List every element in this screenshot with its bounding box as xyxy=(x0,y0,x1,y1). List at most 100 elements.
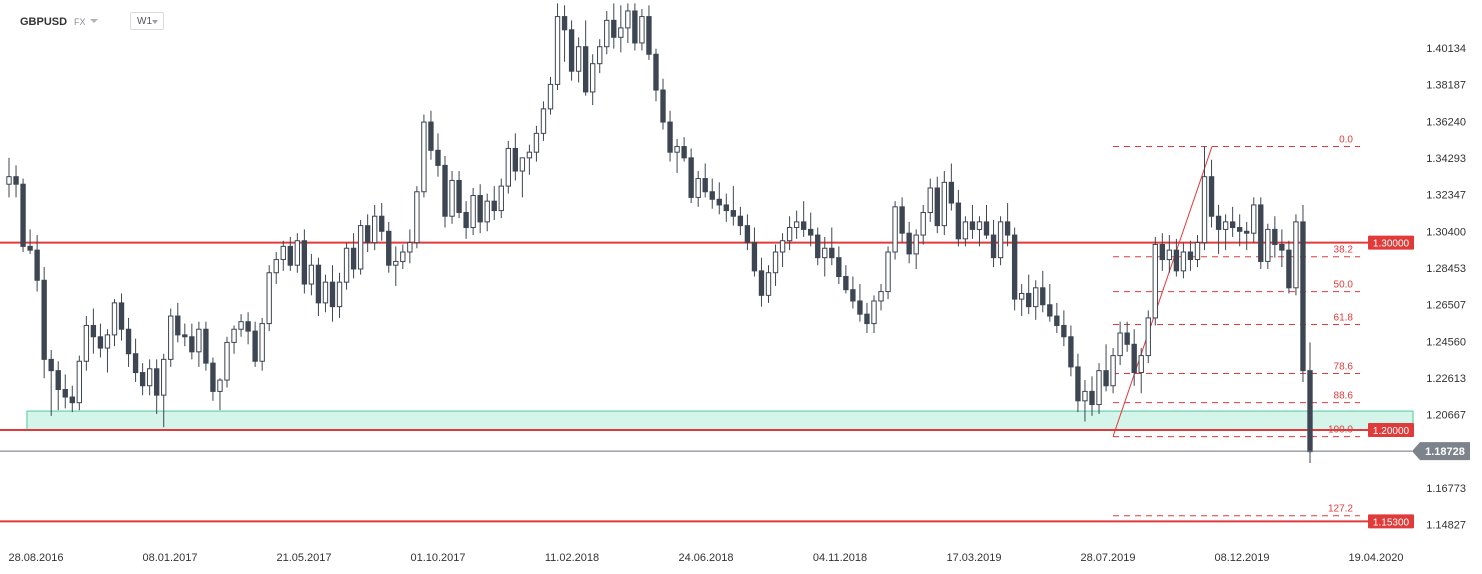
candle xyxy=(955,189,962,247)
price-level-tag-bg xyxy=(1368,422,1414,437)
candle-down xyxy=(1258,204,1264,262)
candle-up xyxy=(414,191,420,244)
candle-down xyxy=(55,370,61,391)
candle-down xyxy=(899,206,905,234)
fib-level-label: 50.0 xyxy=(1334,280,1354,291)
candle-down xyxy=(442,164,448,217)
candle xyxy=(224,336,230,388)
candle xyxy=(203,321,209,371)
candle xyxy=(800,201,807,237)
candle xyxy=(1180,242,1187,279)
candle xyxy=(280,240,286,271)
candle-up xyxy=(913,234,919,255)
candle xyxy=(1279,229,1285,268)
candle-down xyxy=(730,210,737,217)
timeframe-value: W1 xyxy=(137,16,152,27)
candle-up xyxy=(920,211,926,236)
candle xyxy=(55,361,61,411)
candle xyxy=(1061,310,1067,347)
timeframe-select[interactable]: W1 xyxy=(130,12,164,30)
candle xyxy=(512,133,519,181)
candle-up xyxy=(1018,292,1025,300)
candle xyxy=(484,193,490,232)
candle xyxy=(1096,363,1102,414)
candle-down xyxy=(315,264,322,304)
candle xyxy=(154,359,160,414)
candle xyxy=(1166,235,1173,273)
candle xyxy=(688,148,694,204)
candle-down xyxy=(27,245,33,251)
candle xyxy=(1082,380,1088,422)
candle xyxy=(477,184,483,234)
candle xyxy=(308,253,315,296)
candle xyxy=(737,206,744,236)
candle xyxy=(568,20,575,81)
candle-up xyxy=(168,315,174,360)
candle-down xyxy=(955,202,962,240)
candle-up xyxy=(76,360,83,404)
candle-up xyxy=(484,200,490,223)
candle-up xyxy=(1117,332,1123,357)
candle xyxy=(709,178,715,209)
candle xyxy=(892,201,898,260)
candle-down xyxy=(125,328,132,355)
candle-down xyxy=(252,330,258,362)
candle-down xyxy=(301,240,308,285)
candle xyxy=(681,137,687,162)
candle-down xyxy=(1236,227,1243,232)
candle-up xyxy=(765,272,772,296)
candle xyxy=(1124,321,1130,352)
candle xyxy=(779,233,786,268)
candle xyxy=(927,178,933,222)
candle-down xyxy=(709,191,715,200)
candle xyxy=(744,214,751,251)
candle xyxy=(765,265,772,303)
y-tick-label: 1.40134 xyxy=(1426,43,1466,55)
candle-down xyxy=(1124,332,1130,345)
candle xyxy=(793,210,800,239)
candle-up xyxy=(547,83,554,110)
candle xyxy=(182,323,188,347)
candle xyxy=(913,229,919,269)
fib-level-label: 61.8 xyxy=(1334,313,1354,324)
candle-up xyxy=(104,334,111,349)
candle xyxy=(435,133,441,177)
candle xyxy=(906,221,912,264)
candle xyxy=(372,204,378,251)
candle-down xyxy=(463,211,469,229)
candle-up xyxy=(786,227,793,242)
candle xyxy=(582,20,589,96)
candle xyxy=(379,203,385,241)
candle xyxy=(315,257,322,317)
chevron-down-icon xyxy=(152,20,158,24)
x-tick-label: 21.05.2017 xyxy=(276,552,331,564)
candle-up xyxy=(779,240,786,253)
candle xyxy=(210,357,216,401)
candle xyxy=(1201,146,1208,251)
fib-level-label: 127.2 xyxy=(1328,504,1353,515)
candle xyxy=(428,110,434,160)
candle xyxy=(505,140,511,194)
market-dropdown-icon[interactable] xyxy=(90,19,98,23)
candle-down xyxy=(969,221,976,230)
candle xyxy=(1222,214,1229,251)
candle xyxy=(400,244,406,269)
candle xyxy=(498,178,504,219)
candle xyxy=(667,110,673,162)
candle xyxy=(1272,216,1278,258)
candle-down xyxy=(716,198,722,206)
candle xyxy=(878,284,884,311)
candle-up xyxy=(772,251,779,274)
candle-up xyxy=(997,221,1004,259)
candle xyxy=(540,101,547,141)
candle xyxy=(962,216,969,247)
candle xyxy=(604,10,610,55)
candle xyxy=(442,155,448,228)
candle xyxy=(125,317,132,367)
candle-up xyxy=(976,221,983,230)
candle-down xyxy=(808,228,814,236)
candle xyxy=(146,359,153,396)
candle-up xyxy=(533,132,540,153)
market-label: FX xyxy=(74,17,86,27)
